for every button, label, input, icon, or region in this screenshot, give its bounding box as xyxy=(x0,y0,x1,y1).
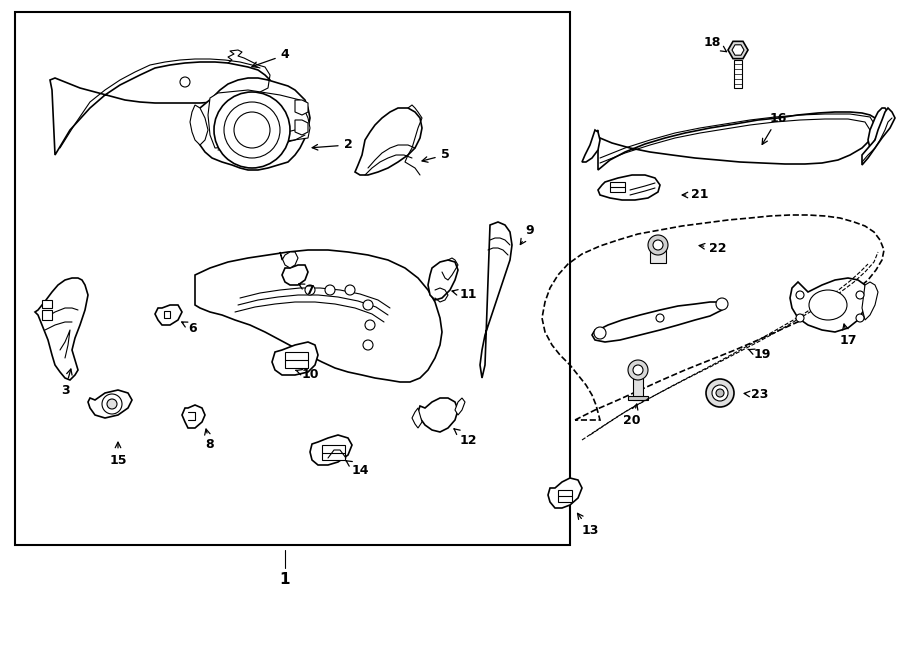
Circle shape xyxy=(796,291,804,299)
Polygon shape xyxy=(195,250,442,382)
Text: 17: 17 xyxy=(839,324,857,346)
Polygon shape xyxy=(285,352,308,368)
Circle shape xyxy=(653,240,663,250)
Circle shape xyxy=(363,340,373,350)
Polygon shape xyxy=(734,60,742,88)
Bar xyxy=(15,12,570,545)
Polygon shape xyxy=(728,42,748,59)
Polygon shape xyxy=(595,112,878,170)
Circle shape xyxy=(856,291,864,299)
Ellipse shape xyxy=(809,290,847,320)
Circle shape xyxy=(628,360,648,380)
Polygon shape xyxy=(418,398,458,432)
Polygon shape xyxy=(732,45,744,56)
Polygon shape xyxy=(480,222,512,378)
Polygon shape xyxy=(558,490,572,502)
Polygon shape xyxy=(428,260,458,300)
Circle shape xyxy=(633,365,643,375)
Polygon shape xyxy=(164,311,170,318)
Circle shape xyxy=(594,327,606,339)
Text: 16: 16 xyxy=(762,112,787,144)
Polygon shape xyxy=(412,408,422,428)
Polygon shape xyxy=(42,300,52,308)
Circle shape xyxy=(305,285,315,295)
Text: 2: 2 xyxy=(312,139,353,151)
Text: 22: 22 xyxy=(699,241,727,254)
Polygon shape xyxy=(35,278,88,380)
Polygon shape xyxy=(868,108,888,148)
Text: 11: 11 xyxy=(452,288,477,301)
Polygon shape xyxy=(598,175,660,200)
Polygon shape xyxy=(272,342,318,375)
Text: 5: 5 xyxy=(422,149,449,162)
Text: 13: 13 xyxy=(578,514,599,537)
Polygon shape xyxy=(650,245,666,263)
Polygon shape xyxy=(355,108,422,175)
Polygon shape xyxy=(295,100,308,115)
Text: 23: 23 xyxy=(744,389,769,401)
Text: 10: 10 xyxy=(296,368,319,381)
Text: 3: 3 xyxy=(60,369,72,397)
Circle shape xyxy=(345,285,355,295)
Text: 9: 9 xyxy=(520,223,535,245)
Circle shape xyxy=(712,385,728,401)
Text: 20: 20 xyxy=(623,404,641,426)
Circle shape xyxy=(716,389,724,397)
Circle shape xyxy=(107,399,117,409)
Text: 1: 1 xyxy=(280,572,290,588)
Polygon shape xyxy=(208,90,310,148)
Polygon shape xyxy=(280,252,298,268)
Circle shape xyxy=(706,379,734,407)
Polygon shape xyxy=(310,435,352,465)
Polygon shape xyxy=(282,265,308,285)
Polygon shape xyxy=(582,130,600,162)
Circle shape xyxy=(365,320,375,330)
Circle shape xyxy=(796,314,804,322)
Polygon shape xyxy=(610,182,625,192)
Circle shape xyxy=(102,394,122,414)
Circle shape xyxy=(234,112,270,148)
Text: 4: 4 xyxy=(252,48,290,67)
Polygon shape xyxy=(455,398,465,415)
Text: 6: 6 xyxy=(182,321,197,334)
Circle shape xyxy=(856,314,864,322)
Text: 19: 19 xyxy=(748,348,770,362)
Polygon shape xyxy=(862,282,878,320)
Circle shape xyxy=(716,298,728,310)
Polygon shape xyxy=(548,478,582,508)
Circle shape xyxy=(648,235,668,255)
Polygon shape xyxy=(88,390,132,418)
Circle shape xyxy=(214,92,290,168)
Polygon shape xyxy=(790,278,868,332)
Text: 18: 18 xyxy=(703,36,726,52)
Polygon shape xyxy=(322,445,345,460)
Polygon shape xyxy=(190,105,208,145)
Polygon shape xyxy=(192,78,310,170)
Polygon shape xyxy=(628,396,648,400)
Polygon shape xyxy=(295,120,308,135)
Circle shape xyxy=(325,285,335,295)
Polygon shape xyxy=(862,108,895,165)
Polygon shape xyxy=(50,62,270,155)
Text: 21: 21 xyxy=(682,188,709,202)
Polygon shape xyxy=(182,405,205,428)
Circle shape xyxy=(363,300,373,310)
Text: 15: 15 xyxy=(109,442,127,467)
Text: 12: 12 xyxy=(454,429,477,446)
Polygon shape xyxy=(592,302,725,342)
Polygon shape xyxy=(633,378,643,400)
Text: 7: 7 xyxy=(299,284,314,297)
Circle shape xyxy=(656,314,664,322)
Polygon shape xyxy=(155,305,182,325)
Text: 8: 8 xyxy=(204,429,214,451)
Circle shape xyxy=(180,77,190,87)
Text: 14: 14 xyxy=(346,461,369,477)
Circle shape xyxy=(224,102,280,158)
Polygon shape xyxy=(42,310,52,320)
